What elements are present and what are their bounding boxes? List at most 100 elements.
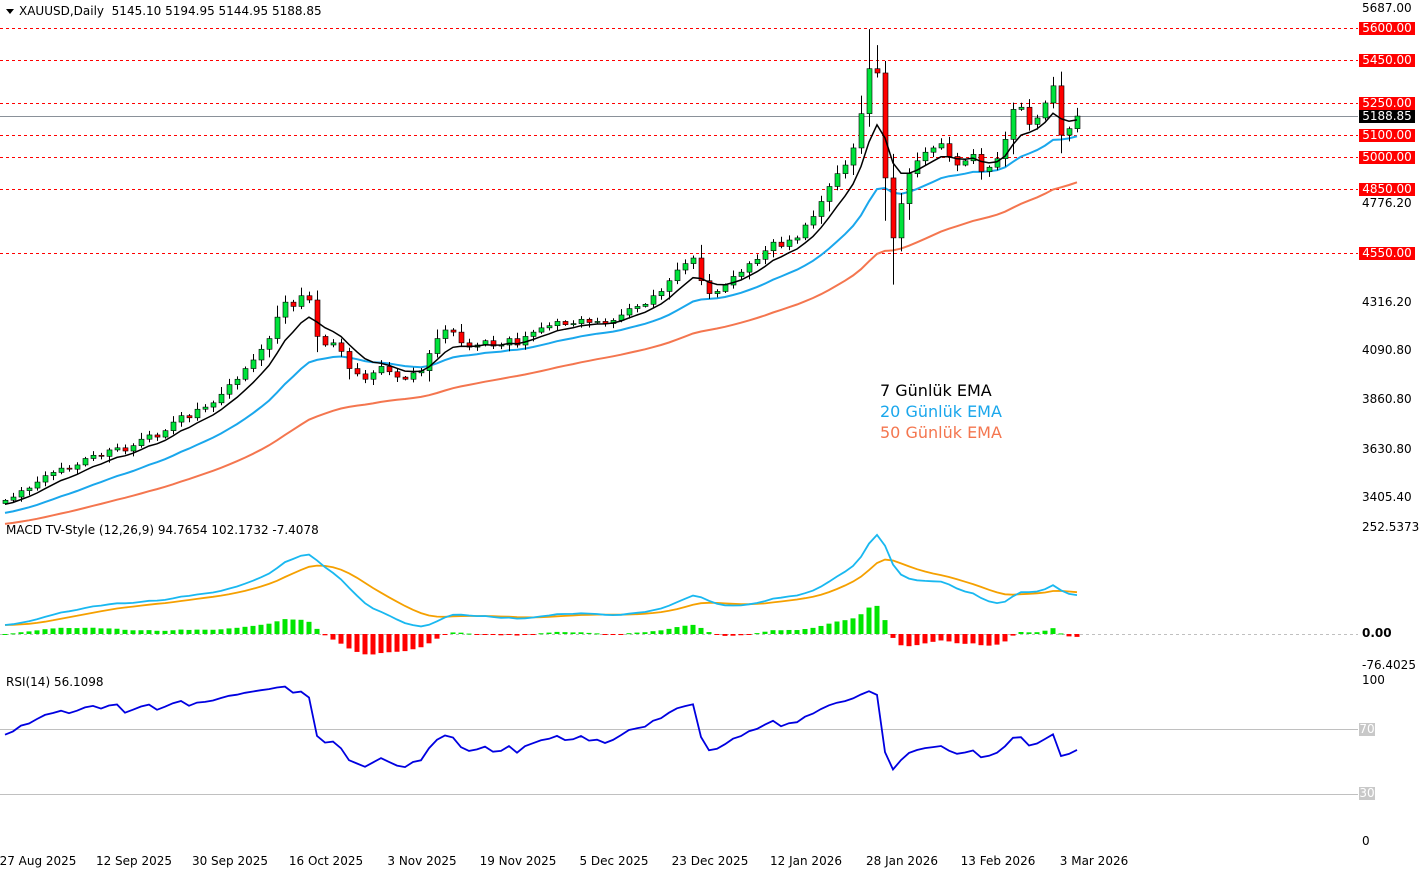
candle-down bbox=[698, 257, 705, 282]
date-label: 13 Feb 2026 bbox=[960, 854, 1036, 868]
macd-histogram-bar bbox=[346, 634, 352, 649]
candle-up bbox=[762, 250, 769, 260]
candle-up bbox=[906, 173, 913, 204]
macd-tick-label: -76.4025 bbox=[1362, 658, 1416, 673]
candle-up bbox=[786, 239, 793, 247]
candle-up bbox=[234, 378, 241, 385]
candle-up bbox=[210, 402, 217, 408]
macd-histogram-bar bbox=[298, 619, 304, 634]
candle-up bbox=[426, 353, 433, 371]
candle-down bbox=[1058, 85, 1065, 136]
candle-up bbox=[82, 458, 89, 466]
macd-histogram-bar bbox=[698, 627, 704, 634]
macd-histogram-bar bbox=[1010, 634, 1016, 636]
candle-up bbox=[106, 449, 113, 457]
legend-ema7: 7 Günlük EMA bbox=[880, 381, 992, 400]
dropdown-triangle-icon[interactable] bbox=[6, 9, 14, 14]
price-tick-label: 3630.80 bbox=[1362, 441, 1412, 456]
macd-histogram-bar bbox=[402, 634, 408, 652]
macd-histogram-bar bbox=[50, 628, 56, 634]
macd-histogram-bar bbox=[770, 630, 776, 634]
level-label: 5000.00 bbox=[1359, 151, 1415, 164]
candle-up bbox=[730, 276, 737, 286]
macd-histogram-bar bbox=[642, 632, 648, 634]
candle-down bbox=[186, 415, 193, 419]
macd-histogram-bar bbox=[914, 634, 920, 646]
macd-histogram-bar bbox=[90, 627, 96, 634]
ohlc-values: 5145.10 5194.95 5144.95 5188.85 bbox=[111, 4, 322, 18]
candle-up bbox=[226, 384, 233, 395]
macd-histogram-bar bbox=[850, 618, 856, 634]
candle-down bbox=[562, 321, 569, 325]
macd-histogram-bar bbox=[490, 634, 496, 635]
macd-histogram-bar bbox=[34, 630, 40, 634]
candle-down bbox=[386, 366, 393, 373]
macd-histogram-bar bbox=[978, 634, 984, 646]
candle-up bbox=[986, 166, 993, 172]
rsi-label: RSI(14) 56.1098 bbox=[6, 675, 104, 689]
macd-histogram-bar bbox=[378, 634, 384, 654]
candle-up bbox=[90, 454, 97, 459]
macd-histogram-bar bbox=[586, 632, 592, 634]
macd-histogram-bar bbox=[266, 623, 272, 634]
candle-up bbox=[834, 173, 841, 187]
macd-histogram-bar bbox=[170, 630, 176, 634]
candle-up bbox=[298, 295, 305, 307]
symbol-header: XAUUSD,Daily 5145.10 5194.95 5144.95 518… bbox=[6, 4, 322, 18]
macd-histogram-bar bbox=[602, 634, 608, 635]
macd-histogram-bar bbox=[842, 620, 848, 634]
macd-histogram-bar bbox=[250, 625, 256, 634]
macd-histogram-bar bbox=[666, 628, 672, 634]
candle-down bbox=[586, 318, 593, 323]
price-tick-label: 4776.20 bbox=[1362, 196, 1412, 211]
current-price-label: 5188.85 bbox=[1359, 110, 1415, 123]
date-label: 12 Jan 2026 bbox=[770, 854, 842, 868]
macd-histogram-bar bbox=[114, 628, 120, 634]
macd-histogram-bar bbox=[650, 631, 656, 634]
macd-histogram-bar bbox=[626, 633, 632, 635]
macd-histogram-bar bbox=[1034, 632, 1040, 634]
macd-histogram-bar bbox=[890, 634, 896, 638]
candle-up bbox=[754, 259, 761, 264]
date-label: 30 Sep 2025 bbox=[191, 854, 269, 868]
legend-ema20: 20 Günlük EMA bbox=[880, 402, 1002, 421]
candle-up bbox=[818, 201, 825, 217]
ema20-line bbox=[4, 135, 1078, 514]
candle-down bbox=[706, 280, 713, 294]
candle-down bbox=[890, 177, 897, 239]
candle-up bbox=[770, 241, 777, 252]
candle-up bbox=[410, 372, 417, 380]
candle-down bbox=[978, 154, 985, 172]
candle-up bbox=[642, 303, 649, 307]
candle-up bbox=[434, 338, 441, 354]
price-tick-label: 3405.40 bbox=[1362, 490, 1412, 505]
candle-up bbox=[570, 323, 577, 325]
macd-histogram-bar bbox=[506, 634, 512, 635]
macd-histogram-bar bbox=[74, 628, 80, 634]
candle-up bbox=[866, 68, 873, 114]
candle-up bbox=[1002, 139, 1009, 159]
candle-up bbox=[10, 496, 17, 501]
level-label: 4850.00 bbox=[1359, 183, 1415, 196]
macd-histogram-bar bbox=[418, 634, 424, 648]
level-label: 5100.00 bbox=[1359, 129, 1415, 142]
macd-histogram-bar bbox=[594, 633, 600, 635]
candle-up bbox=[114, 447, 121, 451]
candle-down bbox=[338, 342, 345, 352]
macd-histogram-bar bbox=[1018, 631, 1024, 634]
candle-down bbox=[346, 351, 353, 369]
macd-histogram-bar bbox=[738, 634, 744, 636]
macd-histogram-bar bbox=[682, 625, 688, 634]
candle-down bbox=[394, 371, 401, 378]
candle-up bbox=[250, 359, 257, 369]
candle-up bbox=[714, 291, 721, 294]
candle-up bbox=[914, 160, 921, 174]
candle-down bbox=[314, 299, 321, 337]
macd-histogram-bar bbox=[354, 634, 360, 652]
candle-down bbox=[954, 156, 961, 166]
macd-histogram-bar bbox=[906, 634, 912, 647]
level-label: 5450.00 bbox=[1359, 54, 1415, 67]
macd-histogram-bar bbox=[882, 620, 888, 634]
macd-histogram-bar bbox=[122, 629, 128, 634]
